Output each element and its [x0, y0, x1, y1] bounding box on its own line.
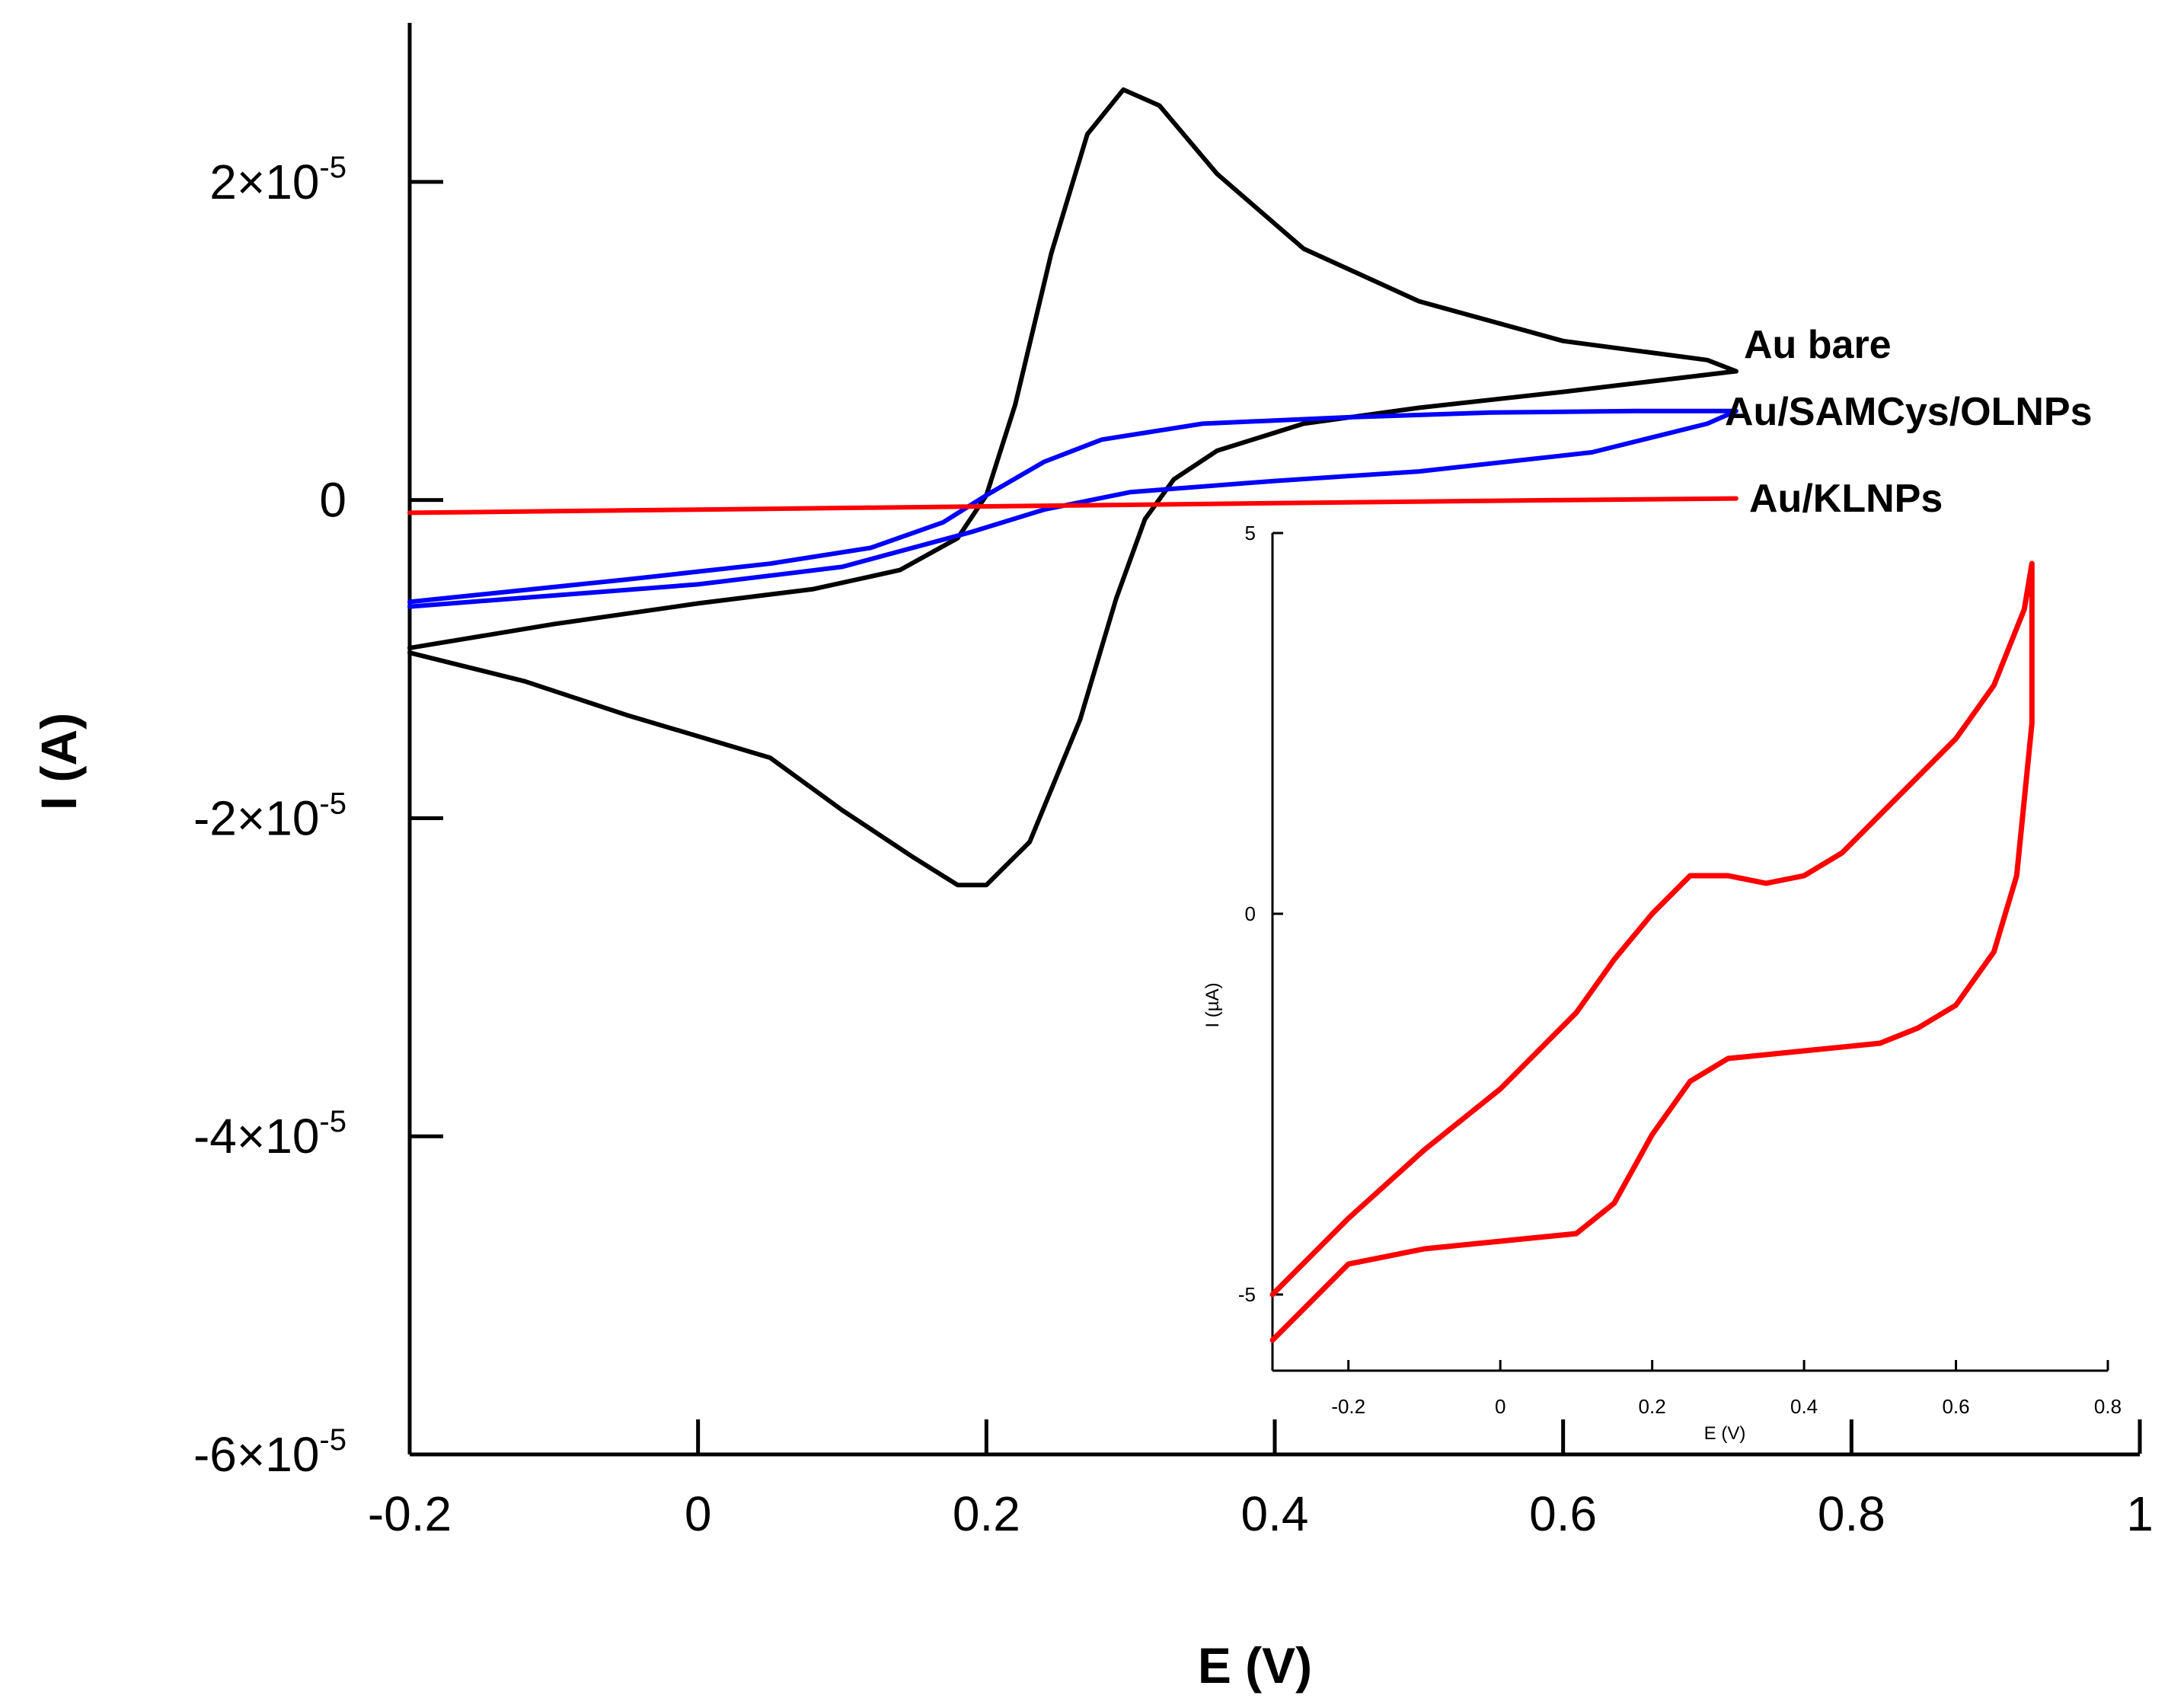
- main-y-ticks: 2×10-5 0 -2×10-5 -4×10-5 -6×10-5: [193, 151, 443, 1482]
- inset-x-axis-title: E (V): [1704, 1423, 1746, 1444]
- inset-x-ticks: -0.2 0 0.2 0.4 0.6 0.8: [1331, 1360, 2122, 1418]
- main-x-tick-label: 0.6: [1529, 1486, 1597, 1541]
- inset-y-tick-label: 5: [1245, 522, 1256, 544]
- main-y-tick-label: 2×10-5: [209, 151, 346, 209]
- main-y-tick-label: -6×10-5: [193, 1423, 346, 1482]
- inset-x-tick-label: 0.4: [1790, 1395, 1818, 1418]
- inset-x-tick-label: 0: [1495, 1395, 1505, 1418]
- main-x-tick-label: 0.8: [1818, 1486, 1885, 1541]
- inset-x-tick-label: 0.8: [2094, 1395, 2122, 1418]
- inset-x-tick-label: -0.2: [1331, 1395, 1365, 1418]
- series-line-au-bare: [407, 87, 1739, 888]
- inset-y-tick-label: 0: [1245, 902, 1256, 925]
- series-line-au-klnps: [407, 496, 1739, 516]
- main-x-tick-label: 0: [685, 1486, 712, 1541]
- main-x-tick-label: 0.2: [953, 1486, 1020, 1541]
- main-x-ticks: -0.2 0 0.2 0.4 0.6 0.8 1: [368, 1419, 2154, 1541]
- main-series-group: [407, 87, 1739, 888]
- inset-y-tick-label: -5: [1238, 1283, 1256, 1306]
- main-y-tick-label: 0: [319, 473, 346, 528]
- legend-label-au-samcys-olnps: Au/SAMCys/OLNPs: [1725, 390, 2093, 434]
- main-axes: [407, 23, 2140, 1457]
- legend-label-au-klnps: Au/KLNPs: [1749, 477, 1943, 521]
- main-y-tick-label: -4×10-5: [193, 1105, 346, 1164]
- inset-series-line-au-klnps-inset: [1269, 560, 2035, 1343]
- inset-y-axis-title: I (µA): [1202, 982, 1223, 1027]
- series-line-au-samcys-olnps: [407, 408, 1739, 609]
- inset-background: [1272, 525, 2117, 1378]
- main-x-tick-label: 1: [2126, 1486, 2154, 1541]
- main-x-tick-label: -0.2: [368, 1486, 452, 1541]
- inset-series-group: [1269, 560, 2035, 1343]
- main-x-axis-title: E (V): [1198, 1637, 1312, 1694]
- legend-label-au-bare: Au bare: [1744, 323, 1892, 367]
- main-y-tick-label: -2×10-5: [193, 787, 346, 845]
- inset-x-tick-label: 0.6: [1942, 1395, 1969, 1418]
- inset-x-tick-label: 0.2: [1639, 1395, 1666, 1418]
- main-x-tick-label: 0.4: [1241, 1486, 1309, 1541]
- inset-y-ticks: 5 0 -5: [1238, 522, 1283, 1306]
- main-y-axis-title: I (A): [30, 713, 87, 810]
- inset-chart: -0.2 0 0.2 0.4 0.6 0.8 5 0 -5 E (V) I (µA): [1202, 522, 2122, 1444]
